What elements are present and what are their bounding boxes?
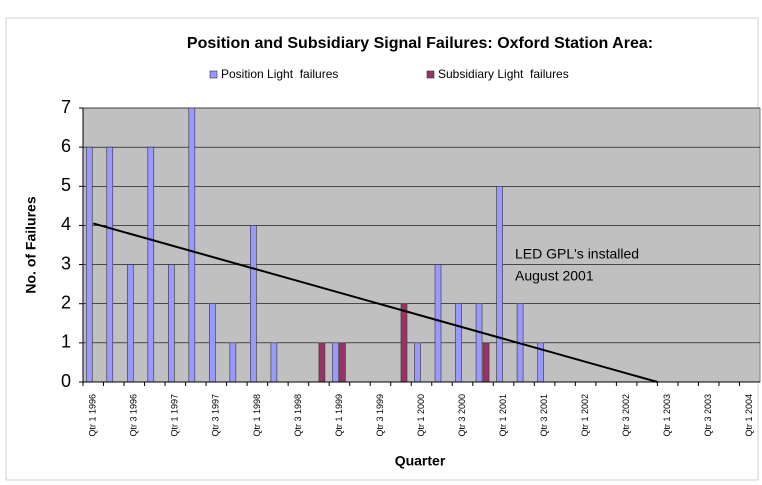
y-tick-label: 4	[61, 214, 71, 234]
y-axis-title: No. of Failures	[23, 196, 39, 293]
y-tick-label: 0	[61, 371, 71, 391]
x-tick-label: Qtr 3 2002	[621, 394, 631, 437]
x-tick-label: Qtr 3 2003	[703, 394, 713, 437]
bar	[414, 342, 421, 383]
legend-label: Position Light failures	[221, 67, 338, 81]
trendline	[92, 222, 658, 383]
legend-swatch	[209, 70, 218, 79]
y-tick-label: 5	[61, 175, 71, 195]
x-tick-label: Qtr 1 2000	[416, 394, 426, 437]
bar	[475, 303, 483, 383]
bar	[339, 342, 346, 383]
bar	[482, 342, 490, 383]
x-tick-label: Qtr 1 1996	[88, 394, 98, 437]
plot-area	[82, 107, 761, 383]
x-axis-title: Quarter	[395, 453, 446, 469]
bar	[318, 342, 326, 383]
bar	[188, 107, 196, 383]
x-tick-label: Qtr 1 2004	[744, 394, 754, 437]
y-tick-label: 6	[61, 136, 71, 156]
x-tick-label: Qtr 1 2002	[580, 394, 590, 437]
bar	[455, 303, 462, 383]
bar	[250, 225, 257, 383]
annotation: LED GPL's installed	[515, 246, 639, 262]
y-tick-label: 7	[61, 97, 71, 117]
bar	[229, 342, 237, 383]
bar	[332, 342, 339, 383]
x-tick-label: Qtr 3 2001	[539, 394, 549, 437]
x-tick-label: Qtr 3 1999	[375, 394, 385, 437]
bar	[106, 146, 114, 383]
x-tick-label: Qtr 1 1999	[334, 394, 344, 437]
bar	[209, 303, 216, 383]
x-tick-label: Qtr 3 2000	[457, 394, 467, 437]
x-tick-label: Qtr 1 1998	[252, 394, 262, 437]
y-tick-label: 2	[61, 292, 71, 312]
x-tick-label: Qtr 1 2001	[498, 394, 508, 437]
bar	[400, 303, 408, 383]
bar	[270, 342, 278, 383]
bar	[496, 185, 503, 383]
annotation: August 2001	[515, 268, 594, 284]
bar	[147, 146, 155, 383]
bar	[85, 146, 93, 383]
bar	[168, 264, 175, 383]
y-tick-label: 3	[61, 253, 71, 273]
chart-title: Position and Subsidiary Signal Failures:…	[187, 35, 653, 52]
x-tick-label: Qtr 3 1998	[293, 394, 303, 437]
legend-swatch	[426, 70, 435, 79]
y-tick-label: 1	[61, 332, 71, 352]
x-tick-label: Qtr 3 1996	[129, 394, 139, 437]
bar	[434, 264, 442, 383]
legend-label: Subsidiary Light failures	[438, 67, 569, 81]
x-tick-label: Qtr 1 1997	[170, 394, 180, 437]
bar	[126, 264, 134, 383]
x-tick-label: Qtr 1 2003	[662, 394, 672, 437]
x-tick-label: Qtr 3 1997	[211, 394, 221, 437]
